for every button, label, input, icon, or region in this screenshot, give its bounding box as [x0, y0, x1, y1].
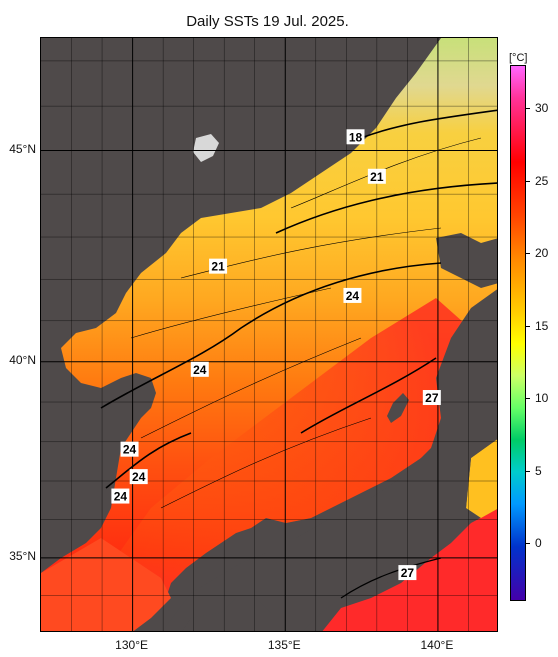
grid-lines	[41, 38, 497, 631]
lat-label: 40°N	[9, 352, 36, 367]
contour-label: 24	[190, 361, 209, 377]
lat-label: 45°N	[9, 141, 36, 156]
contour-label-box	[129, 469, 148, 485]
lon-label: 135°E	[267, 638, 301, 652]
colorbar-unit: [°C]	[509, 52, 528, 64]
colorbar-tick-mark	[525, 108, 530, 110]
strait-sea	[41, 538, 171, 631]
colorbar-tick-label: 5	[535, 463, 542, 478]
sst-map-canvas: 18 21 21 24 24 27 24 24 24 27	[41, 38, 497, 631]
colorbar-tick-mark	[525, 180, 530, 182]
contour-lines	[100, 109, 497, 599]
contour-label-box	[398, 565, 417, 581]
honshu-land	[162, 289, 497, 631]
contour-label-text: 24	[123, 443, 137, 457]
contour-label-box	[346, 129, 365, 145]
contour-label: 24	[120, 441, 139, 457]
colorbar-tick-label: 30	[535, 101, 549, 116]
contour-label-box	[111, 488, 130, 504]
contour-label-text: 24	[346, 289, 360, 303]
map-title: Daily SSTs 19 Jul. 2025.	[186, 13, 349, 30]
colorbar-tick-label: 10	[535, 391, 549, 406]
colorbar-tick-mark	[525, 543, 530, 545]
colorbar-tick-mark	[525, 470, 530, 472]
khanka-lake	[193, 134, 219, 162]
contour-label-text: 21	[370, 170, 384, 184]
contour-label-text: 24	[193, 363, 207, 377]
pacific-sea	[322, 509, 497, 631]
contour-label: 21	[367, 168, 386, 184]
contour-label-box	[343, 287, 362, 303]
contour-label-box	[367, 168, 386, 184]
sst-map: 18 21 21 24 24 27 24 24 24 27	[40, 37, 498, 632]
warm-current-overlay	[81, 298, 481, 631]
contour-label-box	[422, 390, 441, 406]
contour-label-box	[190, 361, 209, 377]
lon-label: 130°E	[115, 638, 148, 652]
lat-label: 35°N	[9, 548, 36, 563]
contour-label: 24	[111, 488, 130, 504]
contour-label-text: 21	[211, 260, 225, 274]
lon-label: 140°E	[420, 638, 454, 652]
pacific-east	[466, 439, 497, 518]
colorbar-tick-label: 15	[535, 318, 549, 333]
contour-label-text: 27	[401, 566, 415, 580]
contour-label: 27	[398, 565, 417, 581]
contour-label-text: 24	[132, 470, 146, 484]
sea-area	[41, 38, 497, 631]
contour-label: 27	[422, 390, 441, 406]
contour-label-text: 18	[349, 130, 363, 144]
colorbar	[510, 65, 526, 601]
contour-label: 21	[209, 258, 228, 274]
colorbar-tick-mark	[525, 325, 530, 327]
contour-label: 24	[129, 469, 148, 485]
sado-island	[387, 393, 409, 423]
contour-label: 24	[343, 287, 362, 303]
contour-label-box	[120, 441, 139, 457]
contour-label: 18	[346, 129, 365, 145]
colorbar-tick-mark	[525, 398, 530, 400]
contour-label-layer: 18 21 21 24 24 27 24 24 24 27	[111, 129, 441, 581]
contour-label-text: 27	[425, 391, 439, 405]
contour-label-box	[209, 258, 228, 274]
contour-label-text: 24	[114, 490, 128, 504]
colorbar-tick-label: 25	[535, 173, 549, 188]
colorbar-tick-label: 0	[535, 536, 542, 551]
colorbar-tick-label: 20	[535, 246, 549, 261]
hokkaido-land	[436, 233, 497, 288]
colorbar-tick-mark	[525, 253, 530, 255]
